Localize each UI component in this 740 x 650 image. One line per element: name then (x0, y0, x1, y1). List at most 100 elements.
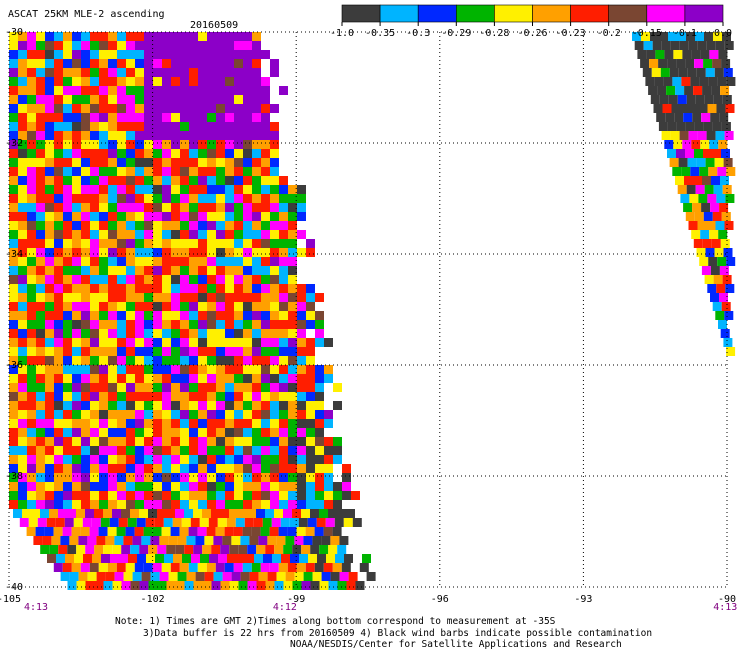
data-cell (189, 221, 198, 230)
data-cell (90, 122, 99, 131)
data-cell (678, 158, 688, 167)
data-cell (108, 95, 117, 104)
data-cell (62, 563, 72, 572)
data-cell (72, 338, 81, 347)
data-cell (270, 230, 279, 239)
data-cell (710, 113, 720, 122)
data-cell (686, 95, 696, 104)
data-cell (279, 455, 288, 464)
data-cell (299, 554, 308, 563)
data-cell (207, 185, 216, 194)
data-cell (632, 32, 641, 41)
data-cell (54, 176, 63, 185)
data-cell (297, 302, 306, 311)
data-cell (225, 419, 234, 428)
data-cell (171, 284, 180, 293)
data-cell (126, 437, 135, 446)
data-cell (153, 392, 162, 401)
data-cell (72, 77, 81, 86)
data-cell (297, 230, 306, 239)
data-cell (144, 455, 153, 464)
data-cell (18, 167, 27, 176)
data-cell (54, 149, 63, 158)
data-cell (72, 131, 81, 140)
data-cell (135, 230, 144, 239)
data-cell (288, 248, 297, 257)
data-cell (144, 401, 153, 410)
data-cell (216, 131, 225, 140)
data-cell (641, 32, 650, 41)
chart-title: ASCAT 25KM MLE-2 ascending (8, 9, 165, 20)
data-cell (18, 50, 27, 59)
data-cell (252, 50, 261, 59)
data-cell (117, 464, 126, 473)
data-cell (63, 95, 72, 104)
data-cell (267, 572, 277, 581)
data-cell (261, 221, 270, 230)
data-cell (45, 212, 54, 221)
data-cell (28, 518, 38, 527)
data-cell (98, 563, 108, 572)
data-cell (89, 563, 99, 572)
data-cell (54, 437, 63, 446)
data-cell (99, 212, 108, 221)
data-cell (234, 239, 243, 248)
data-cell (261, 410, 270, 419)
colorbar-label: -0.29 (441, 28, 471, 39)
data-cell (99, 248, 108, 257)
data-cell (45, 86, 54, 95)
data-cell (175, 581, 185, 590)
colorbar-swatch (341, 4, 381, 23)
data-cell (117, 212, 126, 221)
data-cell (117, 95, 126, 104)
data-cell (90, 104, 99, 113)
data-cell (225, 266, 234, 275)
data-cell (9, 122, 18, 131)
data-cell (63, 122, 72, 131)
data-cell (153, 230, 162, 239)
data-cell (171, 149, 180, 158)
data-cell (36, 284, 45, 293)
data-cell (281, 554, 290, 563)
data-cell (216, 311, 225, 320)
data-cell (306, 338, 315, 347)
data-cell (270, 383, 279, 392)
data-cell (54, 482, 63, 491)
data-cell (251, 527, 261, 536)
data-cell (117, 77, 126, 86)
data-cell (189, 131, 198, 140)
data-cell (297, 320, 306, 329)
data-cell (99, 491, 108, 500)
data-cell (675, 176, 684, 185)
data-cell (261, 86, 270, 95)
data-cell (189, 185, 198, 194)
data-cell (90, 50, 99, 59)
data-cell (207, 392, 216, 401)
data-cell (283, 581, 293, 590)
data-cell (279, 428, 288, 437)
data-cell (54, 50, 63, 59)
data-cell (36, 122, 45, 131)
data-cell (112, 545, 122, 554)
colorbar-swatch (417, 4, 457, 23)
colorbar-swatch (646, 4, 686, 23)
data-cell (637, 50, 647, 59)
data-cell (180, 302, 189, 311)
data-cell (706, 131, 716, 140)
data-cell (726, 167, 736, 176)
data-cell (310, 509, 319, 518)
data-cell (274, 545, 284, 554)
data-cell (81, 257, 90, 266)
data-cell (695, 185, 705, 194)
data-cell (667, 149, 676, 158)
data-cell (162, 329, 171, 338)
data-cell (198, 32, 207, 41)
data-cell (716, 284, 726, 293)
data-cell (54, 140, 63, 149)
data-cell (18, 194, 27, 203)
data-cell (171, 338, 180, 347)
data-cell (81, 437, 90, 446)
data-cell (9, 95, 18, 104)
data-cell (252, 329, 261, 338)
data-cell (180, 410, 189, 419)
